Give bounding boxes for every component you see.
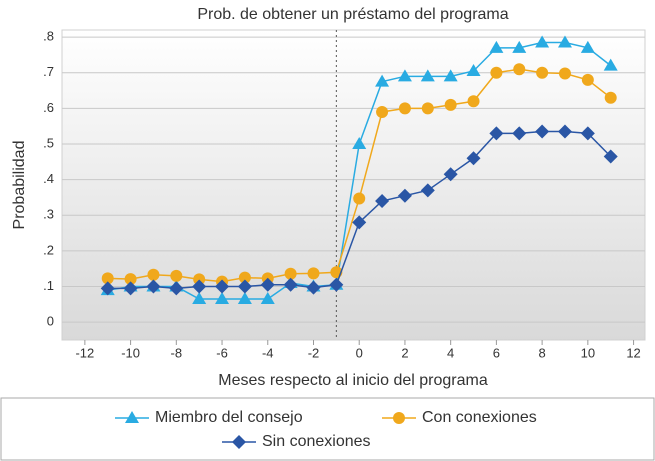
data-point <box>192 292 207 305</box>
data-point <box>215 292 230 305</box>
data-point <box>443 69 458 82</box>
data-point <box>444 98 457 111</box>
x-tick-label: 4 <box>447 345 454 360</box>
y-tick-label: .1 <box>43 278 54 293</box>
x-axis-label: Meses respecto al inicio del programa <box>218 372 488 389</box>
data-point <box>123 281 138 296</box>
data-point <box>192 279 207 294</box>
data-point <box>307 267 320 280</box>
y-axis-label: Probabilidad <box>11 141 28 230</box>
y-tick-label: .8 <box>43 29 54 44</box>
data-point <box>100 281 115 296</box>
data-point <box>352 137 367 150</box>
data-point <box>260 292 275 305</box>
y-tick-label: 0 <box>47 314 54 329</box>
data-point <box>558 67 571 80</box>
data-point <box>376 105 389 118</box>
data-point <box>375 194 390 209</box>
x-tick-label: -4 <box>262 345 274 360</box>
data-point <box>193 273 206 286</box>
legend-marker <box>393 412 405 424</box>
data-point <box>146 279 161 294</box>
data-point <box>557 35 572 48</box>
data-point <box>237 279 252 294</box>
data-point <box>283 277 298 292</box>
data-point <box>421 102 434 115</box>
data-point <box>604 91 617 104</box>
data-point <box>306 280 321 295</box>
data-point <box>512 126 527 141</box>
data-point <box>557 124 572 139</box>
x-tick-label: 6 <box>493 345 500 360</box>
data-point <box>124 273 137 286</box>
data-point <box>352 215 367 230</box>
y-tick-label: .6 <box>43 100 54 115</box>
legend-box <box>0 397 655 461</box>
data-point <box>237 292 252 305</box>
chart-title: Prob. de obtener un préstamo del program… <box>197 6 508 23</box>
data-point <box>581 73 594 86</box>
data-point <box>353 192 366 205</box>
data-point <box>420 69 435 82</box>
y-tick-label: .7 <box>43 64 54 79</box>
x-tick-label: 12 <box>626 345 640 360</box>
y-tick-label: .5 <box>43 135 54 150</box>
data-point <box>443 167 458 182</box>
data-point <box>101 272 114 285</box>
data-point <box>329 277 344 292</box>
legend-label: Sin conexiones <box>262 433 371 450</box>
y-tick-label: .4 <box>43 171 54 186</box>
legend-marker <box>125 411 139 423</box>
data-point <box>397 69 412 82</box>
data-point <box>260 277 275 292</box>
x-tick-label: 8 <box>539 345 546 360</box>
x-tick-label: -8 <box>171 345 183 360</box>
data-point <box>466 151 481 166</box>
data-point <box>397 188 412 203</box>
data-point <box>375 74 390 87</box>
y-tick-label: .3 <box>43 207 54 222</box>
data-point <box>170 269 183 282</box>
data-point <box>490 66 503 79</box>
data-point <box>489 126 504 141</box>
data-point <box>580 40 595 53</box>
data-point <box>535 124 550 139</box>
data-point <box>466 63 481 76</box>
data-point <box>489 40 504 53</box>
x-tick-label: -12 <box>75 345 94 360</box>
x-tick-label: -2 <box>308 345 320 360</box>
data-point <box>467 95 480 108</box>
data-point <box>580 126 595 141</box>
x-tick-label: 0 <box>356 345 363 360</box>
legend-label: Con conexiones <box>422 409 537 426</box>
data-point <box>512 40 527 53</box>
data-point <box>147 268 160 281</box>
data-point <box>169 281 184 296</box>
legend-marker <box>232 435 246 449</box>
data-point <box>603 149 618 164</box>
plot-area <box>61 29 646 341</box>
x-tick-label: 10 <box>581 345 595 360</box>
data-point <box>215 279 230 294</box>
data-point <box>513 63 526 76</box>
y-tick-label: .2 <box>43 242 54 257</box>
data-point <box>238 271 251 284</box>
data-point <box>398 102 411 115</box>
x-tick-label: -10 <box>121 345 140 360</box>
x-tick-label: 2 <box>401 345 408 360</box>
data-point <box>536 66 549 79</box>
data-point <box>603 58 618 71</box>
data-point <box>420 183 435 198</box>
x-tick-label: -6 <box>216 345 228 360</box>
data-point <box>535 35 550 48</box>
data-point <box>284 267 297 280</box>
legend-label: Miembro del consejo <box>155 409 303 426</box>
